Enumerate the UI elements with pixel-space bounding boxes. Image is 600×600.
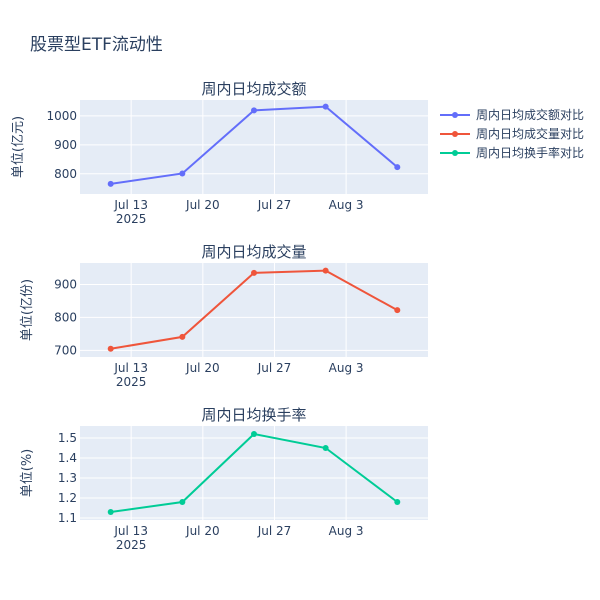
x-tick-label: Jul 27 (257, 524, 292, 538)
subplot-title: 周内日均成交量 (201, 243, 306, 261)
chart-title: 股票型ETF流动性 (30, 35, 163, 55)
y-tick-label: 1.2 (58, 491, 77, 505)
data-point[interactable] (251, 431, 257, 437)
x-tick-label: Jul 27 (257, 361, 292, 375)
data-point[interactable] (394, 307, 401, 314)
x-tick-year-label: 2025 (116, 375, 147, 389)
legend-marker (452, 150, 458, 156)
data-point[interactable] (179, 333, 186, 340)
subplot-title: 周内日均成交额 (201, 80, 306, 98)
legend-label: 周内日均成交量对比 (476, 126, 584, 141)
data-point[interactable] (322, 445, 329, 451)
y-tick-label: 1000 (46, 109, 77, 123)
data-point[interactable] (179, 170, 186, 177)
x-tick-label: Jul 13 (113, 198, 148, 212)
y-tick-label: 1.1 (58, 511, 77, 525)
legend-label: 周内日均成交额对比 (476, 107, 584, 122)
x-tick-year-label: 2025 (116, 538, 147, 552)
data-point[interactable] (107, 345, 114, 352)
data-point[interactable] (394, 164, 401, 171)
y-tick-label: 800 (54, 310, 77, 324)
x-tick-label: Aug 3 (329, 198, 364, 212)
x-tick-label: Jul 20 (185, 198, 220, 212)
y-axis-label: 单位(亿份) (20, 279, 35, 341)
legend-item[interactable]: 周内日均换手率对比 (440, 145, 584, 160)
data-point[interactable] (107, 509, 114, 515)
plot-area (80, 263, 428, 357)
legend-item[interactable]: 周内日均成交量对比 (440, 126, 584, 141)
x-tick-label: Jul 27 (257, 198, 292, 212)
data-point[interactable] (251, 107, 257, 114)
legend-marker (452, 131, 458, 137)
data-point[interactable] (107, 180, 114, 187)
data-point[interactable] (251, 269, 257, 276)
y-tick-label: 1.5 (58, 431, 77, 445)
legend-item[interactable]: 周内日均成交额对比 (440, 107, 584, 122)
y-tick-label: 900 (54, 277, 77, 291)
x-tick-year-label: 2025 (116, 212, 147, 226)
x-tick-label: Jul 20 (185, 524, 220, 538)
data-point[interactable] (322, 267, 329, 274)
y-tick-label: 800 (54, 167, 77, 181)
x-tick-label: Jul 13 (113, 361, 148, 375)
x-tick-label: Aug 3 (329, 524, 364, 538)
x-tick-label: Jul 13 (113, 524, 148, 538)
data-point[interactable] (394, 499, 401, 505)
subplot-title: 周内日均换手率 (201, 406, 306, 424)
plot-area (80, 426, 428, 520)
y-axis-label: 单位(亿元) (11, 116, 26, 178)
y-tick-label: 900 (54, 138, 77, 152)
y-tick-label: 1.4 (58, 451, 77, 465)
y-tick-label: 1.3 (58, 471, 77, 485)
x-tick-label: Jul 20 (185, 361, 220, 375)
data-point[interactable] (179, 499, 186, 505)
legend-label: 周内日均换手率对比 (476, 145, 584, 160)
y-axis-label: 单位(%) (20, 449, 35, 498)
data-point[interactable] (322, 103, 329, 110)
legend-marker (452, 112, 458, 118)
y-tick-label: 700 (54, 343, 77, 357)
x-tick-label: Aug 3 (329, 361, 364, 375)
